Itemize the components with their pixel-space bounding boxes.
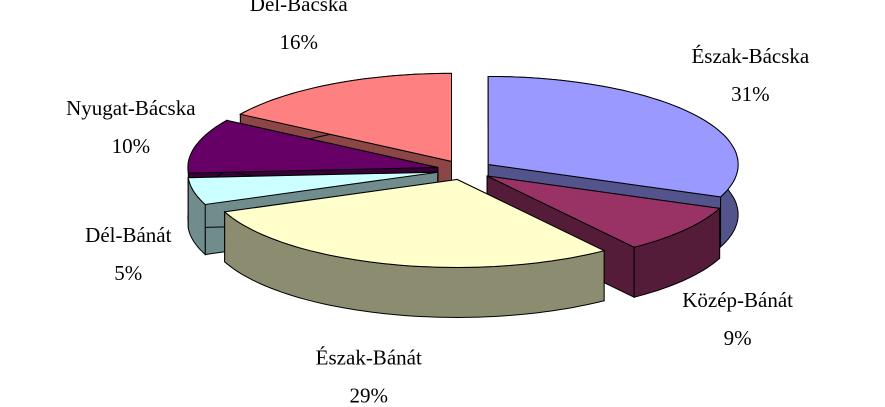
slice: [487, 76, 739, 198]
slice-tops: [187, 72, 739, 269]
slice-value-label: 16%: [280, 30, 319, 54]
slice-value-label: 9%: [724, 326, 752, 350]
slice: [187, 119, 439, 174]
slice-value-label: 31%: [731, 82, 770, 106]
slice-label: Észak-Bánát: [316, 345, 422, 369]
slice: [223, 178, 606, 269]
slice-value-label: 5%: [114, 261, 142, 285]
slice-value-label: 29%: [349, 383, 388, 407]
slice: [187, 171, 438, 206]
slice: [238, 72, 452, 163]
slice-label: Észak-Bácska: [691, 44, 809, 68]
slice-value-label: 10%: [112, 134, 151, 158]
slice-label: Dél-Bácska: [250, 0, 349, 16]
slice-label: Dél-Bánát: [85, 223, 171, 247]
slice-label: Nyugat-Bácska: [66, 96, 196, 120]
slice: [486, 175, 721, 248]
slice-label: Közép-Bánát: [682, 288, 793, 312]
